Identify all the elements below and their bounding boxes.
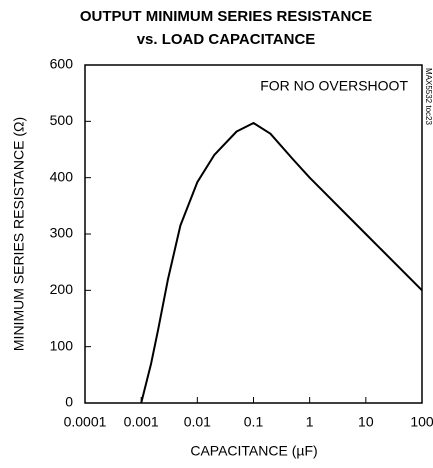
x-tick-label: 0.1 xyxy=(244,414,264,430)
y-tick-label: 300 xyxy=(50,225,74,241)
x-tick-label: 0.0001 xyxy=(64,414,107,430)
x-tick-label: 100 xyxy=(410,414,433,430)
annotation: FOR NO OVERSHOOT xyxy=(260,78,408,94)
y-tick-label: 100 xyxy=(50,337,74,353)
x-tick-label: 0.001 xyxy=(124,414,159,430)
side-note: MAX5532 toc23 xyxy=(424,68,433,125)
chart-title: OUTPUT MINIMUM SERIES RESISTANCE xyxy=(80,8,372,25)
line xyxy=(140,122,423,404)
chart-title: vs. LOAD CAPACITANCE xyxy=(137,31,316,48)
plot-frame xyxy=(84,64,423,404)
y-tick-label: 400 xyxy=(50,168,74,184)
y-tick-label: 200 xyxy=(50,281,74,297)
y-tick-label: 600 xyxy=(50,56,74,72)
x-tick-label: 10 xyxy=(358,414,374,430)
x-tick-label: 0.01 xyxy=(184,414,211,430)
x-axis-label: CAPACITANCE (µF) xyxy=(190,443,317,459)
y-axis-label: MINIMUM SERIES RESISTANCE (Ω) xyxy=(11,117,27,351)
y-tick-label: 500 xyxy=(50,112,74,128)
y-tick-label: 0 xyxy=(65,394,73,410)
x-tick-label: 1 xyxy=(306,414,314,430)
